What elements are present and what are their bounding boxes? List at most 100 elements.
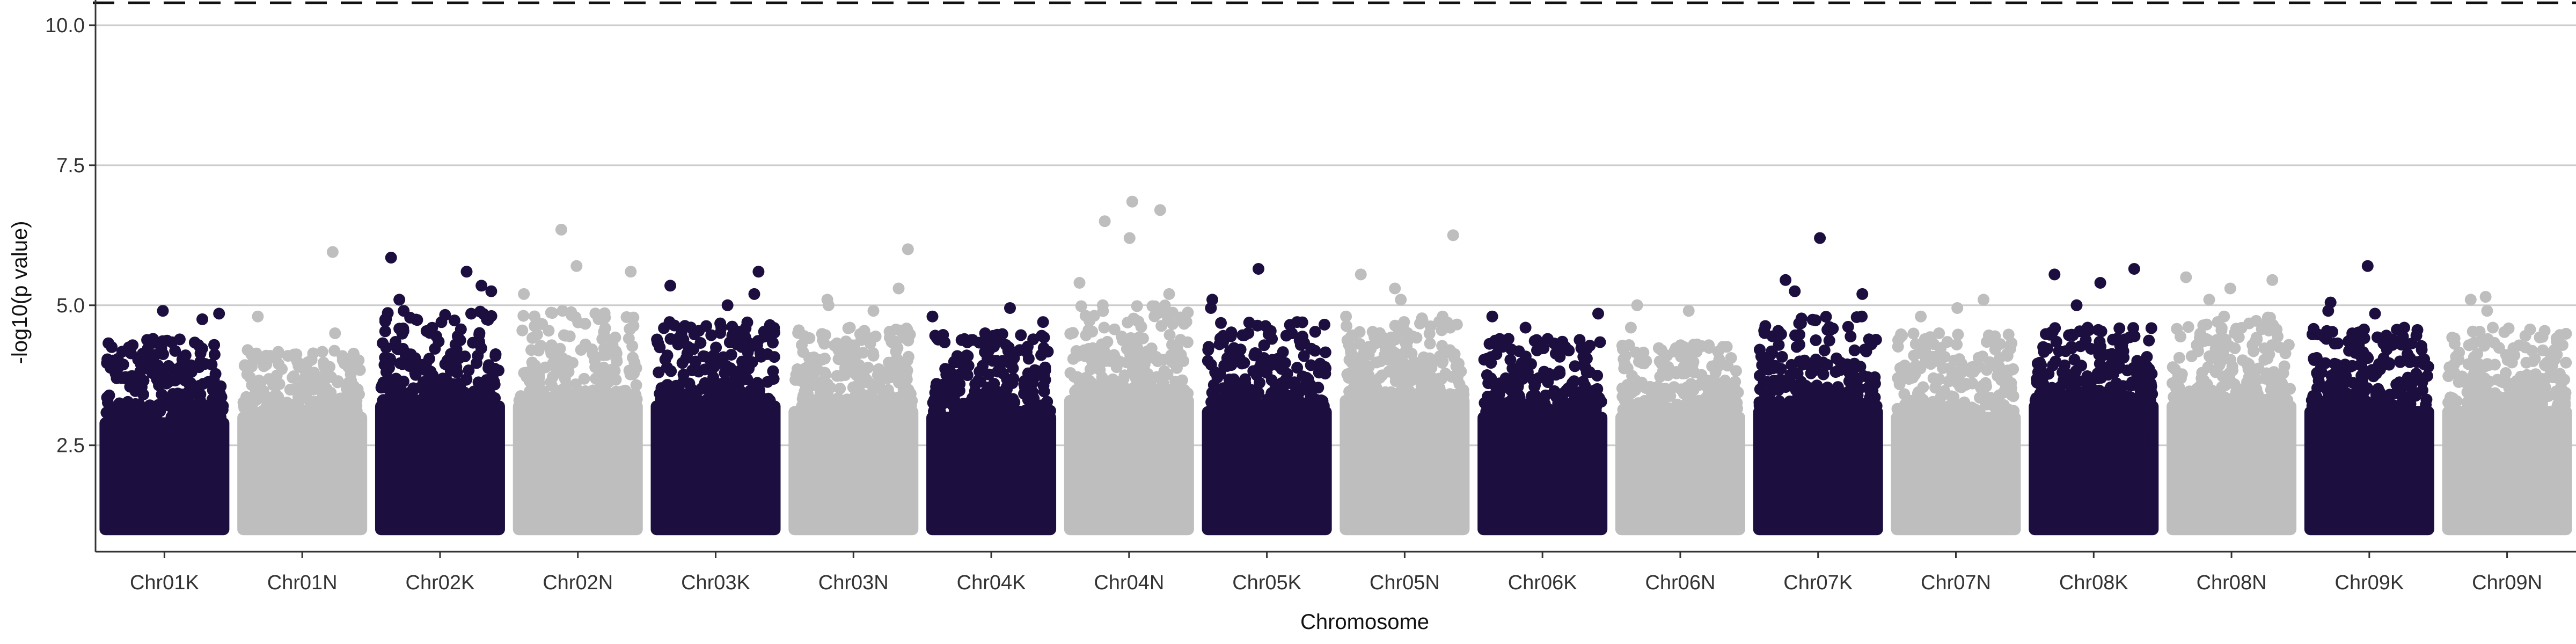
data-point <box>627 311 640 324</box>
data-point <box>2194 327 2206 340</box>
data-point <box>551 394 564 407</box>
data-point <box>1572 386 1584 398</box>
data-point <box>2380 337 2392 349</box>
data-point <box>2338 363 2351 375</box>
data-point <box>2047 359 2059 371</box>
data-point <box>410 313 422 326</box>
data-point <box>1227 373 1240 385</box>
top-hit-point <box>867 305 880 317</box>
data-point <box>1007 402 1019 414</box>
data-point <box>1953 353 1965 365</box>
data-point <box>2446 332 2458 343</box>
top-hit-point <box>1126 195 1138 208</box>
data-point <box>2001 348 2013 360</box>
data-point <box>1758 325 1770 337</box>
data-point <box>767 336 779 349</box>
data-point <box>290 348 303 361</box>
data-point <box>1845 383 1857 396</box>
data-point <box>841 399 854 412</box>
data-point <box>1756 359 1768 371</box>
data-point <box>2354 399 2366 412</box>
x-axis-ticks: Chr01K Chr01N Chr02K Chr02N Chr03K Chr03N Chr0… <box>130 552 2542 594</box>
data-point <box>2281 394 2294 406</box>
data-point <box>301 404 313 416</box>
data-point <box>391 343 404 355</box>
top-hit-point <box>1592 308 1604 320</box>
data-point <box>2047 326 2059 338</box>
data-point <box>688 328 700 341</box>
top-hit-point <box>2070 299 2083 311</box>
data-point <box>2450 350 2462 363</box>
data-point <box>526 332 538 344</box>
top-hit-point <box>555 223 567 236</box>
data-point <box>209 368 222 380</box>
x-tick-label: Chr04K <box>957 572 1026 594</box>
data-point <box>1633 397 1645 409</box>
top-hit-point <box>1486 310 1498 323</box>
data-point <box>2538 325 2551 337</box>
x-tick-label: Chr07K <box>1783 572 1853 594</box>
x-tick-label: Chr06N <box>1645 572 1715 594</box>
data-point <box>516 324 529 336</box>
data-point <box>178 411 191 423</box>
data-point <box>1264 398 1276 410</box>
data-point <box>116 346 128 358</box>
data-point <box>1795 393 1807 405</box>
data-point <box>2241 357 2253 369</box>
data-point <box>1481 353 1493 365</box>
data-point <box>1298 350 1310 362</box>
data-point <box>2560 356 2572 369</box>
data-point <box>1379 344 1392 356</box>
data-point <box>1945 390 1958 402</box>
data-point <box>1831 352 1842 364</box>
data-point <box>1350 383 1362 396</box>
top-hit-point <box>1096 299 1109 311</box>
data-point <box>664 333 677 345</box>
top-hit-point <box>844 321 856 334</box>
data-point <box>1239 373 1252 385</box>
data-point <box>1282 377 1294 389</box>
data-point <box>710 341 722 354</box>
data-point <box>486 371 499 383</box>
chromosome-group-Chr04K <box>926 302 1057 536</box>
data-point <box>2554 329 2566 341</box>
data-point <box>1365 343 1377 355</box>
data-point <box>1516 399 1528 411</box>
data-point <box>2250 383 2263 396</box>
top-hit-point <box>252 310 264 323</box>
data-point <box>867 347 879 359</box>
data-point <box>1541 333 1554 345</box>
data-point <box>1006 393 1018 406</box>
top-hit-point <box>1951 302 1964 314</box>
chromosome-group-Chr08K <box>2029 263 2159 536</box>
top-hit-point <box>1814 232 1826 244</box>
dense-points-Chr08N <box>2167 400 2297 536</box>
data-point <box>758 331 771 343</box>
data-point <box>1790 341 1803 353</box>
data-point <box>1766 345 1778 357</box>
data-point <box>2262 311 2274 324</box>
top-hit-point <box>2479 291 2492 303</box>
data-point <box>2410 368 2423 380</box>
top-hit-point <box>2082 321 2094 334</box>
top-hit-point <box>1099 215 1111 228</box>
data-point <box>1594 336 1606 348</box>
data-point <box>475 342 487 354</box>
top-hit-point <box>460 266 473 278</box>
data-point <box>623 364 635 377</box>
data-point <box>1389 333 1401 346</box>
data-point <box>1099 355 1111 367</box>
dense-points-Chr08K <box>2029 400 2159 536</box>
chromosome-group-Chr03N <box>788 243 919 536</box>
data-point <box>945 378 957 391</box>
data-point <box>2115 386 2127 399</box>
dense-points-Chr03N <box>788 406 919 536</box>
data-point <box>1394 389 1406 401</box>
data-point <box>2173 352 2185 364</box>
top-hit-point <box>1519 321 1532 334</box>
dense-points-Chr04K <box>926 412 1057 536</box>
data-point <box>624 323 636 335</box>
data-point <box>1026 400 1038 412</box>
data-point <box>1776 350 1788 363</box>
data-point <box>1695 369 1708 381</box>
